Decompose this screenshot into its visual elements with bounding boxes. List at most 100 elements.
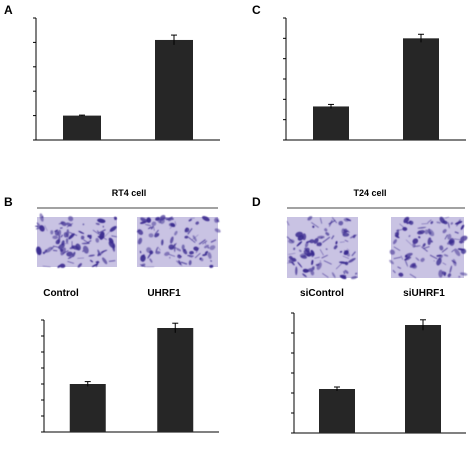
micrograph-cell xyxy=(155,246,158,253)
micrograph-fiber xyxy=(187,228,193,235)
micrograph-cell xyxy=(207,252,212,259)
micrograph-fiber xyxy=(351,251,356,257)
micrograph-cell xyxy=(209,245,216,251)
micrograph-cell xyxy=(310,270,315,276)
micrograph-cell xyxy=(174,230,178,236)
micrograph-fiber xyxy=(42,265,51,268)
micrograph-cell xyxy=(296,241,303,247)
micrograph-cell xyxy=(77,263,82,268)
micrograph-cell xyxy=(91,263,99,268)
micrograph-cell xyxy=(59,263,66,268)
micrograph-cell xyxy=(204,244,209,249)
micrograph-cell xyxy=(188,218,192,222)
micrograph-cell xyxy=(57,235,61,245)
micrograph-fiber xyxy=(286,236,294,243)
micrograph-cell xyxy=(343,250,349,256)
micrograph-fiber xyxy=(210,239,217,243)
micrograph-cell xyxy=(404,258,408,267)
micrograph-fiber xyxy=(288,253,296,255)
micrograph-fiber xyxy=(112,244,115,250)
micrograph-cell xyxy=(447,273,452,278)
micrograph-cell xyxy=(389,259,394,265)
micrograph-fiber xyxy=(437,255,442,258)
micrograph-cell xyxy=(97,235,100,238)
micrograph-fiber xyxy=(314,256,320,259)
micrograph-cell xyxy=(355,272,358,275)
micrograph-fiber xyxy=(323,260,332,265)
micrograph-cell xyxy=(147,252,152,259)
bar-sicontrol xyxy=(405,325,441,433)
micrograph-cell xyxy=(436,258,442,266)
micrograph-cell xyxy=(415,257,420,262)
micrograph-cell xyxy=(199,257,202,260)
micrograph-fiber xyxy=(82,250,84,253)
micrograph-fiber xyxy=(321,254,328,259)
micrograph-cell xyxy=(420,257,425,262)
micrograph-fiber xyxy=(86,239,92,244)
micrograph-background xyxy=(287,217,358,278)
micrograph-cell xyxy=(304,241,309,248)
chart-b xyxy=(41,319,219,433)
micrograph-cell xyxy=(335,241,338,245)
micrograph-fiber xyxy=(98,229,106,234)
micrograph-cell xyxy=(151,221,157,227)
micrograph-fiber xyxy=(191,234,199,241)
micrograph-cell xyxy=(405,252,413,257)
bar-control xyxy=(69,384,106,432)
micrograph-cell xyxy=(75,243,81,251)
micrograph-cell xyxy=(148,233,154,238)
micrograph-fiber xyxy=(429,254,438,260)
micrograph-cell xyxy=(65,238,69,244)
micrograph-stain-group xyxy=(389,216,468,279)
micrograph-cell xyxy=(417,230,425,235)
micrograph-fiber xyxy=(154,229,159,235)
micrograph-fiber xyxy=(441,247,448,253)
micrograph-fiber xyxy=(328,219,336,225)
micrograph-cell xyxy=(430,221,434,225)
micrograph-cell xyxy=(97,218,106,224)
micrograph-cell xyxy=(97,249,101,256)
micrograph-cell xyxy=(459,272,468,276)
micrograph-cell xyxy=(449,237,455,246)
micrograph-cell xyxy=(102,257,108,265)
micrograph-cell xyxy=(66,222,72,227)
micrograph-cell xyxy=(67,255,74,260)
micrograph-cell xyxy=(304,247,308,252)
micrograph-cell xyxy=(82,245,89,254)
chart-a xyxy=(33,17,220,141)
micrograph-cell xyxy=(325,232,330,236)
micrograph-cell xyxy=(182,248,188,255)
micrograph-fiber xyxy=(108,260,116,262)
micrograph-cell xyxy=(344,269,349,274)
micrograph-label-uhrf1: UHRF1 xyxy=(147,288,181,299)
micrograph-sicontrol xyxy=(286,216,358,280)
micrograph-cell xyxy=(68,216,74,222)
micrograph-cell xyxy=(69,246,75,250)
micrograph-cell xyxy=(459,240,463,244)
panel-label-a: A xyxy=(4,3,13,17)
micrograph-cell xyxy=(331,272,336,278)
micrograph-cell xyxy=(389,249,395,255)
micrograph-fiber xyxy=(344,239,349,243)
micrograph-cell xyxy=(427,228,435,237)
micrograph-fiber xyxy=(69,231,78,236)
micrograph-label-control: Control xyxy=(43,288,79,299)
micrograph-fiber xyxy=(111,235,117,238)
micrograph-cell xyxy=(295,266,298,276)
micrograph-cell xyxy=(140,217,148,223)
micrograph-cell xyxy=(150,225,154,230)
micrograph-fiber xyxy=(397,266,402,269)
micrograph-cell xyxy=(458,275,461,278)
micrograph-cell xyxy=(404,256,412,261)
micrograph-cell xyxy=(398,272,404,277)
micrograph-cell xyxy=(39,213,44,222)
micrograph-cell xyxy=(409,220,414,225)
micrograph-cell xyxy=(60,221,67,227)
micrograph-cell xyxy=(35,225,39,228)
micrograph-cell xyxy=(54,230,59,236)
micrograph-fiber xyxy=(322,273,329,278)
micrograph-cell xyxy=(59,248,64,252)
micrograph-cell xyxy=(204,251,208,255)
micrograph-fiber xyxy=(346,248,350,251)
micrograph-cell xyxy=(57,229,62,237)
